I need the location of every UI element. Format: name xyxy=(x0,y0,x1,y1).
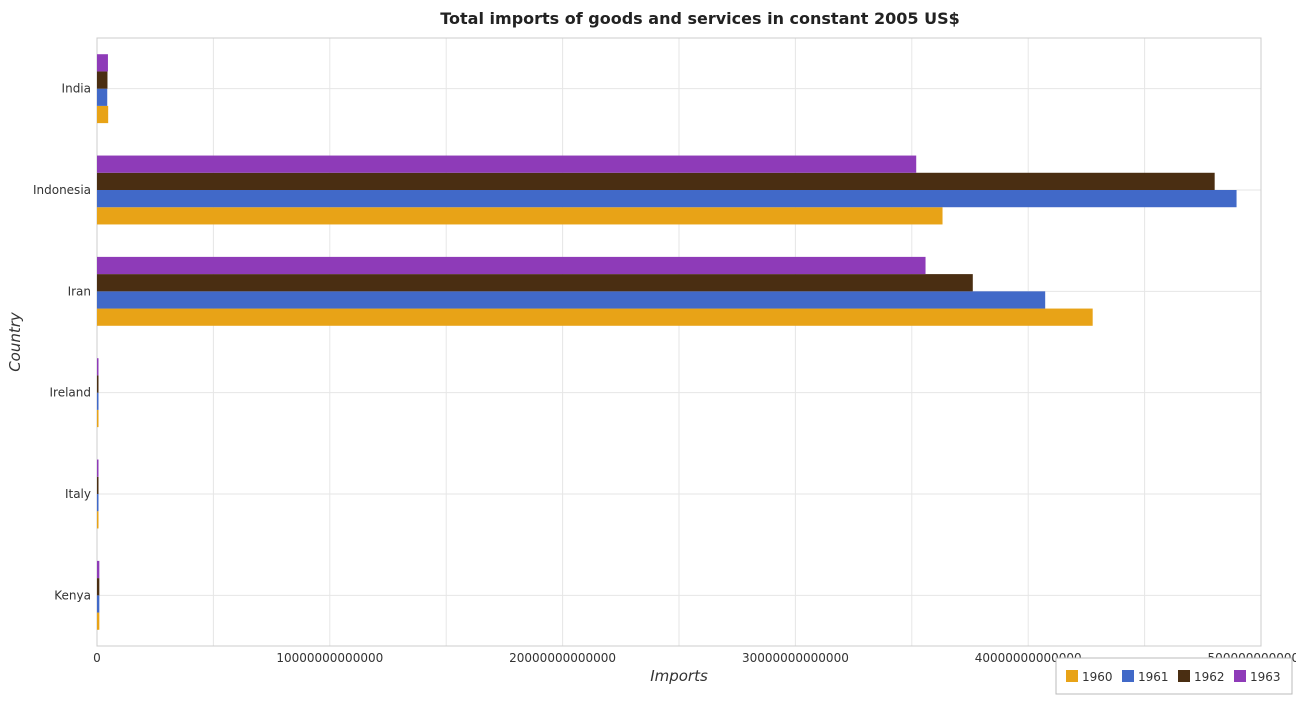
legend-swatch-1960 xyxy=(1066,670,1078,682)
y-tick-label: Iran xyxy=(68,284,91,298)
legend-swatch-1962 xyxy=(1178,670,1190,682)
bar-1960-iran xyxy=(97,308,1093,326)
bar-1961-iran xyxy=(97,291,1046,309)
x-tick-label: 40000000000000 xyxy=(975,651,1082,665)
y-axis-ticks: India Indonesia Iran Ireland Italy Kenya xyxy=(33,82,91,603)
y-tick-label: Ireland xyxy=(49,386,91,400)
x-axis-label: Imports xyxy=(650,667,708,685)
legend-swatch-1963 xyxy=(1234,670,1246,682)
x-tick-label: 20000000000000 xyxy=(509,651,616,665)
legend-label-1961: 1961 xyxy=(1138,670,1169,684)
bar-1962-indonesia xyxy=(97,172,1215,190)
bar-1963-kenya xyxy=(97,560,100,579)
bar-1962-kenya xyxy=(97,578,100,596)
legend-items: 1960 1961 1962 1963 xyxy=(1066,670,1281,684)
y-tick-label: Italy xyxy=(65,487,91,501)
grid-lines xyxy=(96,38,1262,646)
legend-label-1960: 1960 xyxy=(1082,670,1113,684)
bar-1963-iran xyxy=(97,256,926,275)
y-tick-label: Indonesia xyxy=(33,183,91,197)
x-tick-label: 30000000000000 xyxy=(742,651,849,665)
chart-title: Total imports of goods and services in c… xyxy=(440,9,959,28)
bars xyxy=(97,54,1237,630)
bar-1961-italy xyxy=(97,494,99,512)
bar-1962-ireland xyxy=(97,375,99,393)
bar-1961-ireland xyxy=(97,392,99,410)
bar-1963-indonesia xyxy=(97,155,917,173)
bar-1963-italy xyxy=(97,459,99,477)
bar-1961-kenya xyxy=(97,595,100,613)
y-tick-label: India xyxy=(62,82,91,96)
bar-1960-italy xyxy=(97,511,99,529)
bar-1960-kenya xyxy=(97,612,100,630)
legend: 1960 1961 1962 1963 xyxy=(1055,657,1293,695)
legend-box xyxy=(1055,657,1293,695)
bar-1963-ireland xyxy=(97,358,99,376)
bar-1961-indonesia xyxy=(97,190,1237,208)
y-tick-label: Kenya xyxy=(54,588,91,602)
bar-1961-india xyxy=(97,88,108,106)
bar-1962-italy xyxy=(97,476,99,494)
x-tick-label: 0 xyxy=(93,651,101,665)
legend-swatch-1961 xyxy=(1122,670,1134,682)
legend-label-1962: 1962 xyxy=(1194,670,1225,684)
plot-area xyxy=(96,37,1262,647)
bar-1963-india xyxy=(97,54,108,72)
bar-1960-india xyxy=(97,105,109,124)
y-axis-label: Country xyxy=(6,311,24,372)
x-tick-label: 10000000000000 xyxy=(276,651,383,665)
bar-1962-iran xyxy=(97,274,973,292)
legend-label-1963: 1963 xyxy=(1250,670,1281,684)
bar-1962-india xyxy=(97,71,108,89)
bar-1960-indonesia xyxy=(97,207,943,225)
bar-1960-ireland xyxy=(97,409,99,428)
